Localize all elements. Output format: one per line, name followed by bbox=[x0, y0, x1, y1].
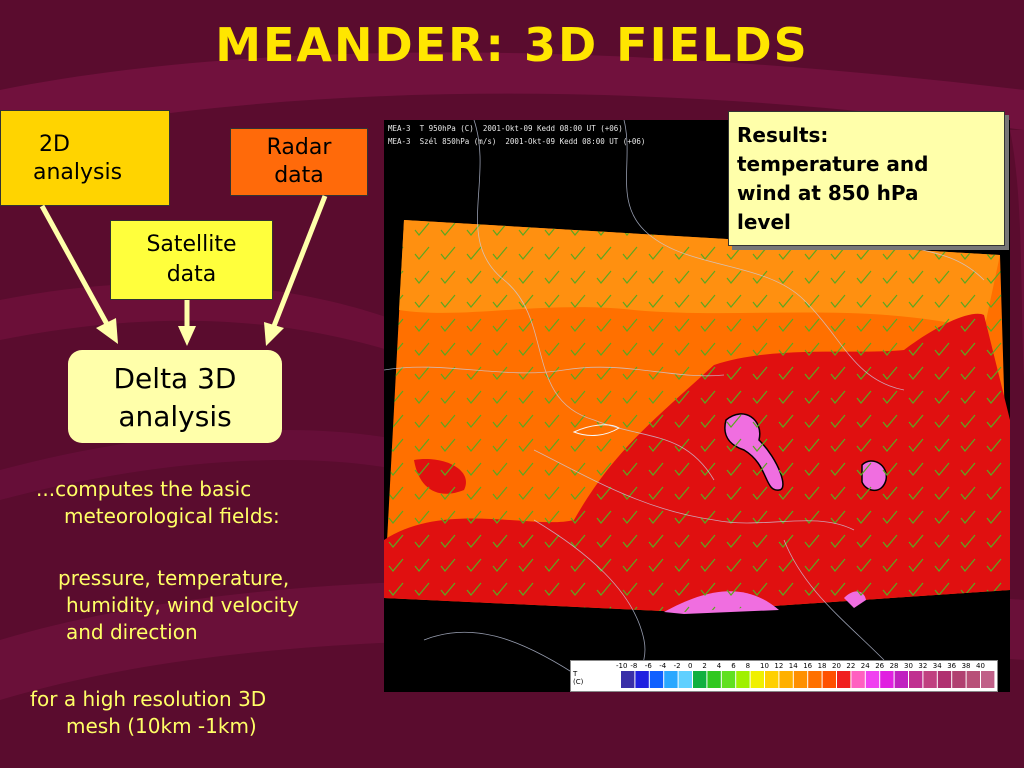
legend-swatch bbox=[923, 671, 937, 688]
legend-tick: 20 bbox=[832, 662, 841, 670]
delta-line2: analysis bbox=[118, 400, 232, 433]
box-satellite-data: Satellite data bbox=[110, 220, 273, 300]
legend-swatch bbox=[793, 671, 808, 688]
results-line1: temperature and bbox=[737, 152, 929, 176]
bullet-fields: pressure, temperature, humidity, wind ve… bbox=[58, 565, 299, 646]
legend-tick: 32 bbox=[918, 662, 928, 670]
legend-tick: -4 bbox=[659, 662, 667, 670]
legend-swatch bbox=[693, 671, 707, 688]
legend-swatch bbox=[721, 671, 736, 688]
legend-swatch bbox=[937, 671, 952, 688]
bullet-computes-line1: ...computes the basic bbox=[36, 477, 252, 501]
legend-swatch bbox=[750, 671, 764, 688]
legend-swatch bbox=[851, 671, 865, 688]
legend-tick: 6 bbox=[731, 662, 736, 670]
legend-swatch bbox=[865, 671, 880, 688]
legend-swatch bbox=[765, 671, 779, 688]
legend-tick: 38 bbox=[961, 662, 971, 670]
bullet-fields-line3: and direction bbox=[66, 620, 198, 644]
results-title: Results: bbox=[737, 123, 829, 147]
legend-tick: 2 bbox=[702, 662, 707, 670]
legend-tick: 22 bbox=[846, 662, 856, 670]
box-2d-analysis: 2D analysis bbox=[0, 110, 170, 206]
legend-swatch bbox=[621, 671, 635, 688]
legend-tick: -8 bbox=[630, 662, 638, 670]
arrow-radar-head bbox=[264, 322, 284, 346]
legend-swatch bbox=[678, 671, 692, 688]
legend-swatch bbox=[808, 671, 822, 688]
legend-swatch bbox=[837, 671, 851, 688]
box-2d-analysis-line1: 2D bbox=[39, 132, 70, 157]
legend-tick: 26 bbox=[875, 662, 885, 670]
legend-tick: 14 bbox=[788, 662, 798, 670]
legend-swatch bbox=[880, 671, 894, 688]
legend-swatch bbox=[966, 671, 980, 688]
legend-swatch bbox=[664, 671, 678, 688]
legend-swatch bbox=[909, 671, 923, 688]
box-radar-line2: data bbox=[274, 163, 324, 188]
box-radar-line1: Radar bbox=[266, 135, 332, 160]
legend-tick: 30 bbox=[904, 662, 913, 670]
legend-swatches bbox=[621, 671, 995, 688]
box-satellite-line2: data bbox=[166, 262, 217, 287]
results-line3: level bbox=[737, 210, 791, 234]
delta-line1: Delta 3D bbox=[113, 362, 237, 395]
legend-swatch bbox=[779, 671, 793, 688]
results-line2: wind at 850 hPa bbox=[737, 181, 919, 205]
legend-tick: -6 bbox=[644, 662, 652, 670]
legend-swatch bbox=[981, 671, 995, 688]
box-satellite-line1: Satellite bbox=[146, 232, 237, 257]
bullet-resolution-line1: for a high resolution 3D bbox=[30, 687, 267, 711]
legend-tick: 0 bbox=[688, 662, 693, 670]
legend-tick: 16 bbox=[803, 662, 813, 670]
bullet-fields-line2: humidity, wind velocity bbox=[66, 593, 299, 617]
map-field-image bbox=[384, 120, 1010, 692]
legend-tick: 4 bbox=[716, 662, 722, 670]
box-radar-data: Radar data bbox=[230, 128, 368, 196]
map-header: MEA-3 T 950hPa (C) 2001-Okt-09 Kedd 08:0… bbox=[388, 122, 645, 148]
legend-tick: 18 bbox=[817, 662, 827, 670]
legend-tick: 8 bbox=[745, 662, 751, 670]
legend-swatch bbox=[822, 671, 836, 688]
legend-unit: (C) bbox=[573, 678, 584, 686]
arrow-2d-head bbox=[96, 318, 118, 344]
legend-swatch bbox=[649, 671, 664, 688]
legend-tick: -2 bbox=[673, 662, 681, 670]
bullet-resolution-line2: mesh (10km -1km) bbox=[66, 714, 257, 738]
slide-title: MEANDER: 3D FIELDS bbox=[215, 18, 809, 72]
bullet-fields-line1: pressure, temperature, bbox=[58, 566, 290, 590]
legend-tick: 12 bbox=[774, 662, 784, 670]
flow-arrows bbox=[39, 195, 328, 346]
legend-swatch bbox=[707, 671, 721, 688]
legend-tick: 40 bbox=[976, 662, 985, 670]
legend-label: T (C) bbox=[573, 670, 583, 686]
legend-var: T bbox=[573, 670, 578, 678]
results-callout: Results: temperature and wind at 850 hPa… bbox=[728, 111, 1005, 246]
legend-tick: -10 bbox=[616, 662, 628, 670]
legend-tick: 10 bbox=[760, 662, 769, 670]
bullet-computes-line2: meteorological fields: bbox=[64, 504, 280, 528]
legend-swatch bbox=[635, 671, 649, 688]
box-2d-analysis-line2: analysis bbox=[33, 160, 123, 185]
map-header-line1: MEA-3 T 950hPa (C) 2001-Okt-09 Kedd 08:0… bbox=[388, 124, 623, 133]
arrow-sat-head bbox=[178, 326, 196, 346]
bullet-computes: ...computes the basic meteorological fie… bbox=[36, 476, 280, 530]
map-header-line2: MEA-3 Szél 850hPa (m/s) 2001-Okt-09 Kedd… bbox=[388, 137, 646, 146]
legend-swatch bbox=[952, 671, 966, 688]
legend-swatch bbox=[894, 671, 908, 688]
legend-tick: 24 bbox=[860, 662, 870, 670]
legend-tick: 36 bbox=[947, 662, 957, 670]
arrow-radar-to-delta bbox=[271, 195, 328, 327]
bullet-resolution: for a high resolution 3D mesh (10km -1km… bbox=[30, 686, 266, 740]
legend-swatch bbox=[736, 671, 750, 688]
legend-tick: 34 bbox=[932, 662, 942, 670]
arrow-2d-to-delta bbox=[39, 204, 111, 328]
color-legend: T (C) -10 -8 -6 -4 -2 0 2 4 6 8 10 12 14 16 18 20 22 24 26… bbox=[570, 660, 998, 692]
box-delta-3d-analysis: Delta 3D analysis bbox=[68, 350, 282, 443]
legend-tick: 28 bbox=[889, 662, 899, 670]
